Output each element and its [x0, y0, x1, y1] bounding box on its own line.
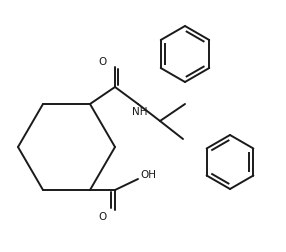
Text: O: O — [99, 57, 107, 67]
Text: NH: NH — [132, 107, 148, 116]
Text: O: O — [99, 211, 107, 221]
Text: OH: OH — [140, 169, 156, 179]
